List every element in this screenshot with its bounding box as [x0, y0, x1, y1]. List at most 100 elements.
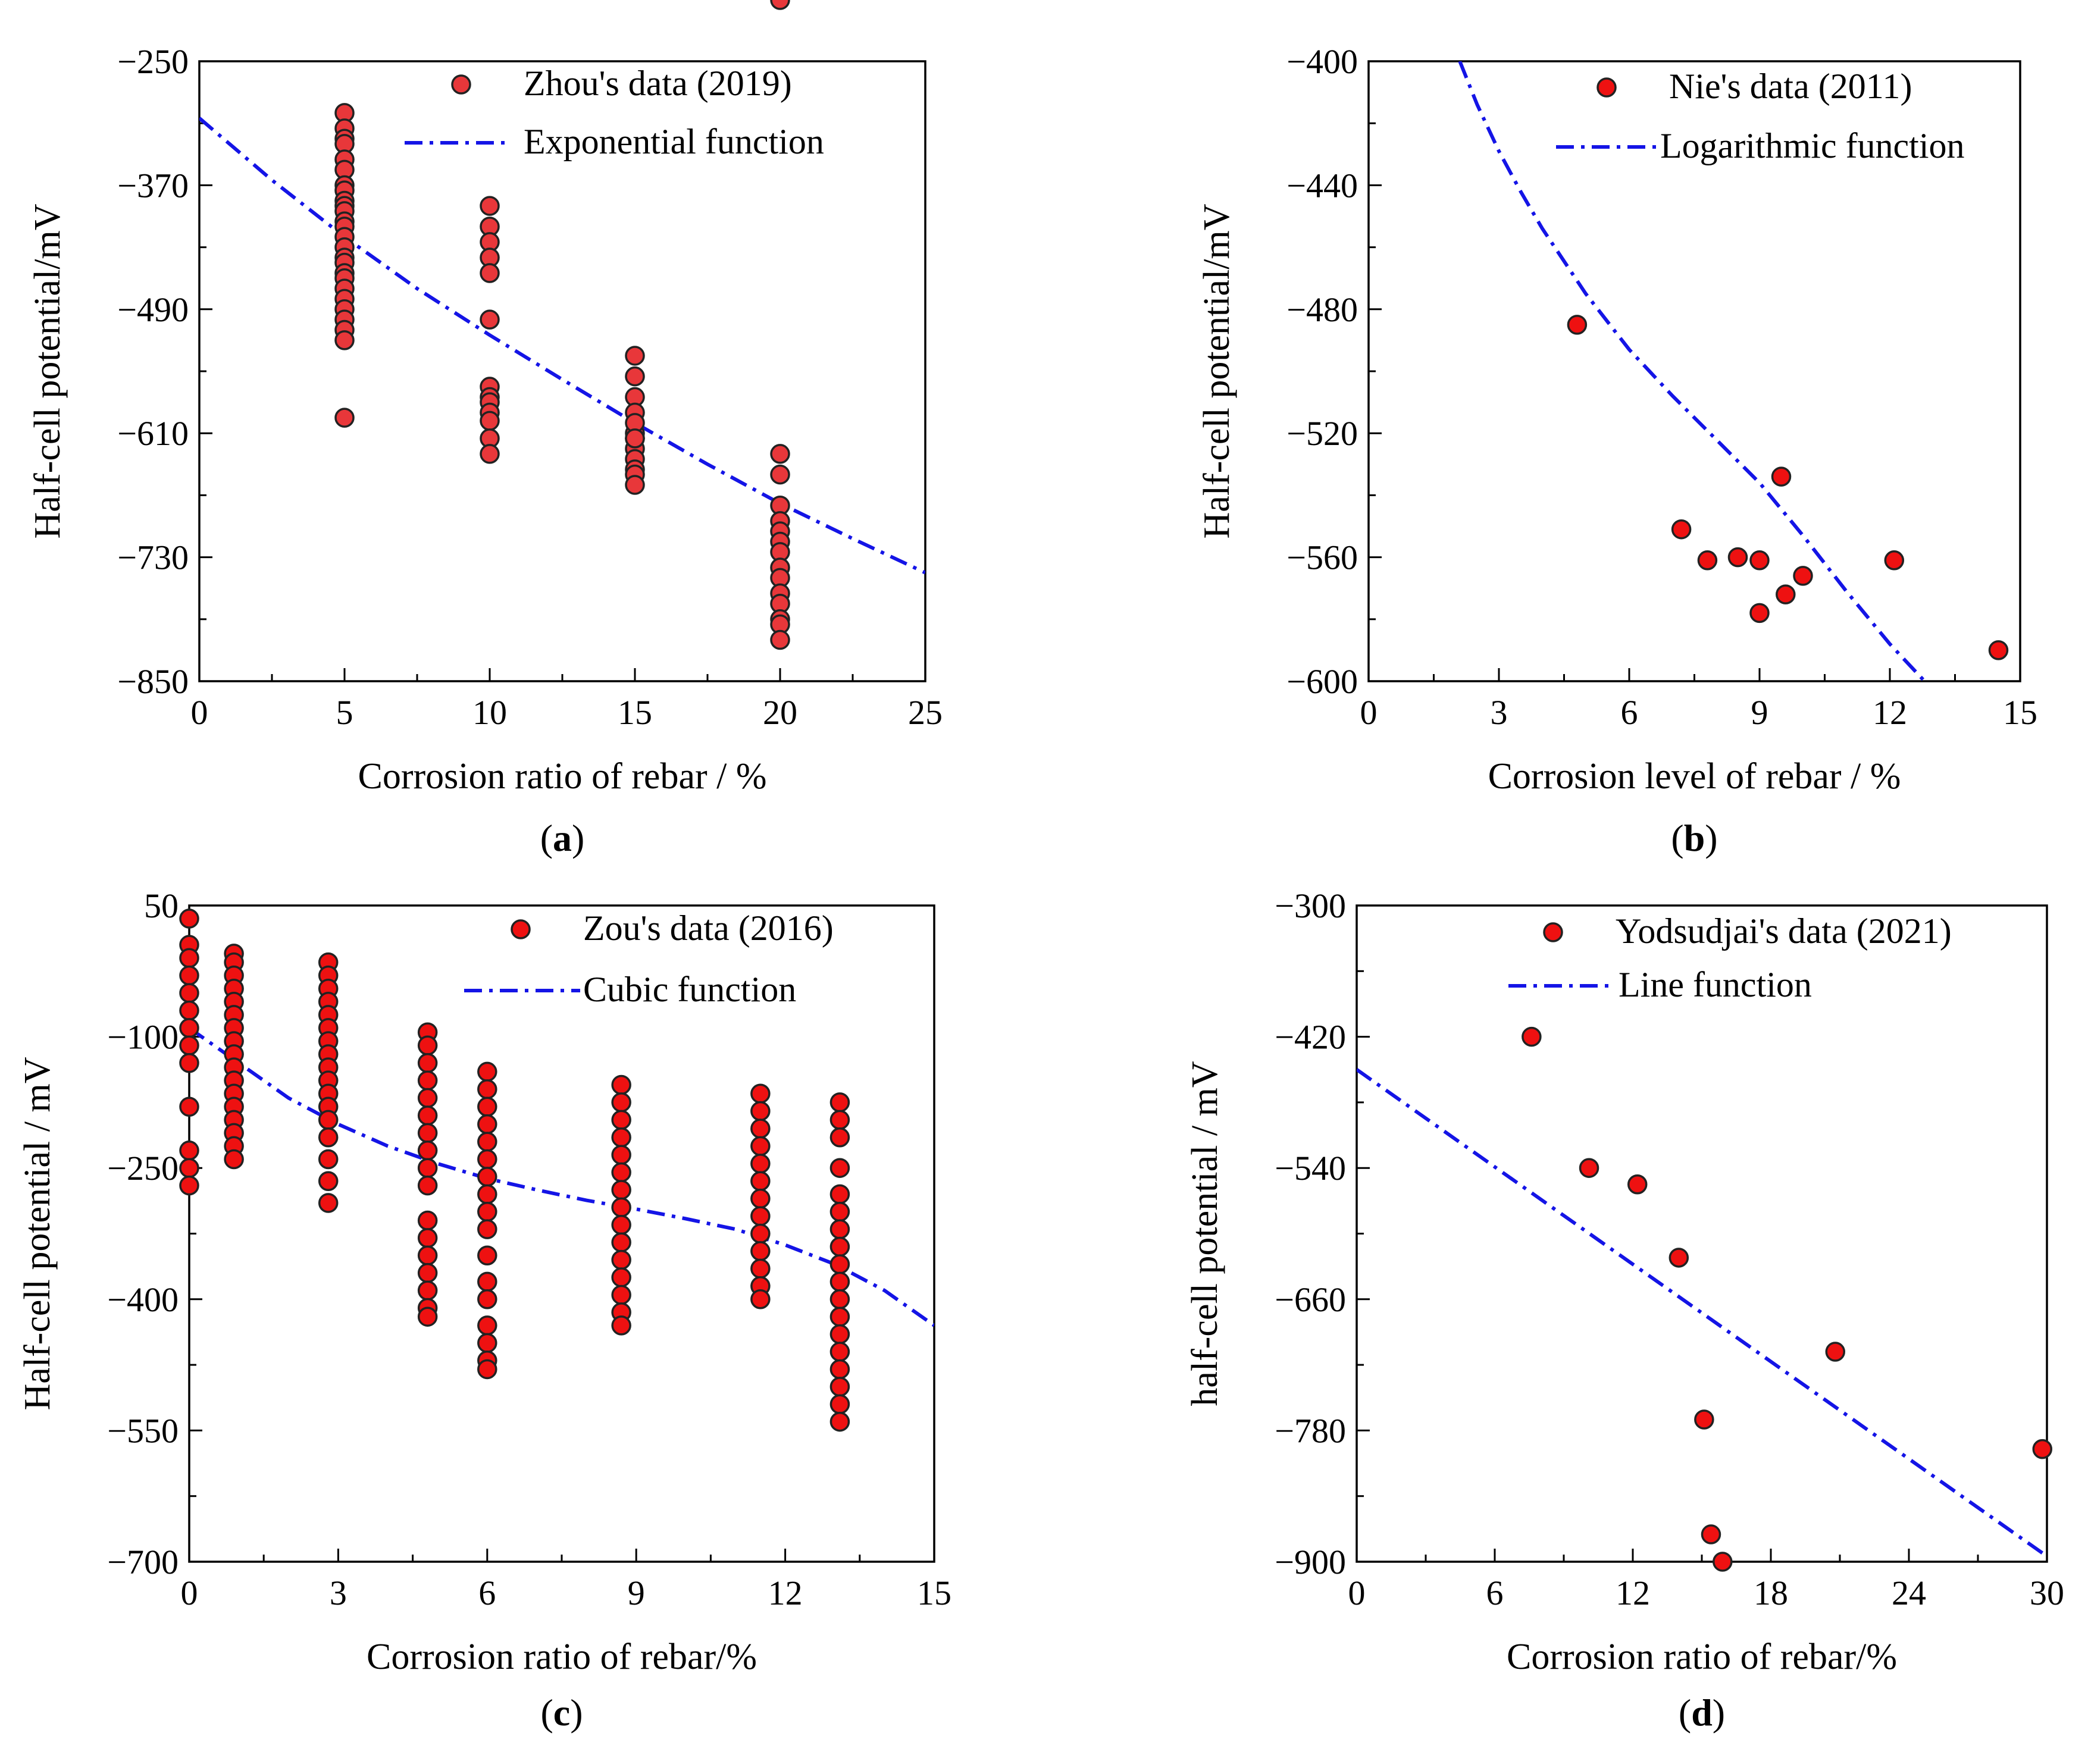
y-tick-label: −400	[1286, 42, 1358, 81]
data-point	[611, 1092, 631, 1113]
y-tick-label: −250	[117, 42, 189, 81]
data-point	[1668, 1248, 1689, 1268]
fit-line	[199, 117, 925, 575]
caption-letter: b	[1684, 817, 1705, 859]
data-point	[477, 1061, 497, 1082]
data-point	[1713, 1552, 1733, 1572]
x-tick-label: 3	[330, 1574, 347, 1612]
data-point	[750, 1289, 771, 1309]
data-point	[179, 1158, 199, 1178]
data-point	[224, 1149, 244, 1170]
data-point	[334, 408, 355, 428]
y-tick-label: −610	[117, 414, 189, 453]
x-tick-label: 12	[1873, 693, 1907, 732]
data-point	[477, 1167, 497, 1187]
data-point	[480, 444, 500, 464]
legend-fit-label: Cubic function	[583, 970, 796, 1009]
data-point	[750, 1136, 771, 1157]
data-point	[477, 1271, 497, 1292]
data-point	[318, 1193, 339, 1213]
x-tick-label: 20	[763, 693, 797, 732]
data-point	[318, 1127, 339, 1148]
fit-line	[189, 1026, 934, 1327]
data-point	[179, 1035, 199, 1056]
data-point	[611, 1215, 631, 1235]
y-tick-label: −730	[117, 538, 189, 577]
x-tick-label: 15	[917, 1574, 951, 1612]
data-point	[1771, 466, 1792, 487]
x-tick-label: 15	[618, 693, 652, 732]
y-tick-label: −660	[1275, 1280, 1346, 1319]
data-point	[829, 1219, 850, 1239]
data-point	[829, 1306, 850, 1327]
data-point	[770, 444, 790, 464]
data-point	[477, 1114, 497, 1135]
caption-letter: c	[553, 1691, 570, 1734]
data-point	[829, 1342, 850, 1362]
data-point	[625, 346, 645, 366]
data-point	[179, 1096, 199, 1117]
caption-open: (	[540, 1691, 553, 1734]
legend-marker	[1543, 922, 1563, 942]
data-point	[179, 983, 199, 1003]
data-point	[417, 1158, 438, 1178]
data-point	[1988, 640, 2009, 660]
data-point	[611, 1127, 631, 1148]
data-point	[179, 965, 199, 986]
data-point	[477, 1315, 497, 1336]
x-tick-label: 12	[1616, 1574, 1650, 1612]
data-point	[1727, 547, 1748, 568]
data-point	[318, 1110, 339, 1130]
data-point	[477, 1289, 497, 1309]
data-point	[750, 1223, 771, 1244]
panel-b: 0 3 6 9 12 15 −400 −440 −480 −520 −560 −600 Corrosio…	[1197, 42, 2037, 859]
y-axis-label: Half-cell potential / mV	[17, 1057, 58, 1410]
x-tick-label: 18	[1754, 1574, 1788, 1612]
x-tick-label: 3	[1491, 693, 1508, 732]
legend-scatter-label: Yodsudjai's data (2021)	[1616, 911, 1952, 951]
caption-letter: d	[1691, 1691, 1713, 1734]
data-point	[829, 1324, 850, 1345]
data-point	[1884, 550, 1905, 571]
y-axis-label: Half-cell potential/mV	[1197, 203, 1237, 538]
data-point	[417, 1306, 438, 1327]
data-point	[417, 1262, 438, 1283]
data-point	[179, 1000, 199, 1021]
data-point	[829, 1411, 850, 1432]
data-point	[611, 1074, 631, 1095]
data-point	[829, 1254, 850, 1274]
x-axis-label: Corrosion ratio of rebar/%	[1507, 1637, 1897, 1677]
panel-a: 0 5 10 15 20 25 −250 −370 −490 −610 −730 −850 Corros…	[27, 0, 943, 859]
legend-marker	[451, 74, 471, 95]
x-tick-label: 0	[1360, 693, 1378, 732]
y-tick-label: −600	[1286, 662, 1358, 701]
x-tick-label: 25	[908, 693, 943, 732]
data-point	[417, 1052, 438, 1073]
plot-frame	[188, 904, 935, 1563]
data-point	[829, 1236, 850, 1257]
x-tick-label: 0	[181, 1574, 198, 1612]
y-tick-label: −250	[107, 1149, 179, 1188]
data-point	[1522, 1026, 1542, 1047]
legend-fit-label: Line function	[1619, 965, 1812, 1004]
panel-c: 0 3 6 9 12 15 50 −100 −250 −400 −550 −700 Corrosion …	[17, 886, 951, 1734]
y-tick-label: 50	[144, 886, 179, 925]
data-point	[829, 1092, 850, 1113]
data-point	[318, 1171, 339, 1192]
data-point	[750, 1154, 771, 1174]
x-tick-label: 9	[628, 1574, 645, 1612]
data-point	[829, 1271, 850, 1292]
legend-fit-label: Logarithmic function	[1660, 126, 1965, 165]
y-tick-label: −300	[1275, 886, 1346, 925]
legend-scatter-label: Nie's data (2011)	[1669, 67, 1912, 106]
data-point	[179, 1141, 199, 1161]
data-point	[1749, 550, 1770, 571]
data-point	[750, 1118, 771, 1139]
y-tick-label: −100	[107, 1018, 179, 1057]
data-point	[1697, 550, 1718, 571]
data-point	[829, 1289, 850, 1309]
data-point	[625, 428, 645, 449]
data-point	[179, 948, 199, 968]
panel-caption: (d)	[1679, 1691, 1725, 1734]
